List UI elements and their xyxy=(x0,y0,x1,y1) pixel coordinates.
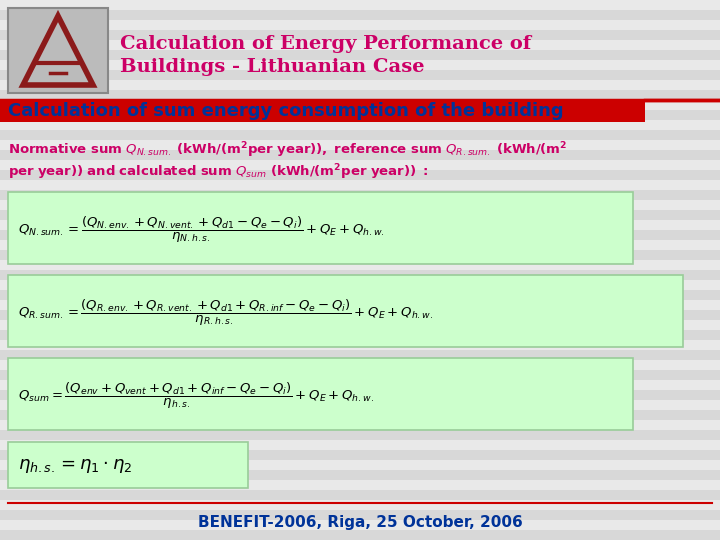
Bar xyxy=(0,440,720,450)
Text: BENEFIT-2006, Riga, 25 October, 2006: BENEFIT-2006, Riga, 25 October, 2006 xyxy=(197,515,523,530)
Bar xyxy=(0,420,720,430)
Bar xyxy=(0,380,720,390)
Bar xyxy=(0,300,720,310)
Bar xyxy=(0,360,720,370)
Text: $\eta_{h.s.}=\eta_1\cdot\eta_2$: $\eta_{h.s.}=\eta_1\cdot\eta_2$ xyxy=(18,457,132,475)
Text: $Q_{N.sum.}=\dfrac{(Q_{N.env.}+Q_{N.vent.}+Q_{d1}-Q_e-Q_i)}{\eta_{N.h.s.}}+Q_E+Q: $Q_{N.sum.}=\dfrac{(Q_{N.env.}+Q_{N.vent… xyxy=(18,215,384,245)
Bar xyxy=(8,442,248,488)
Bar xyxy=(0,500,720,510)
Bar xyxy=(0,240,720,250)
Text: $\bf{per\ year))\ and}$ $\bf{calculated\ sum}$ $Q_{sum}$ $\bf{(kWh/(m^2per\ year: $\bf{per\ year))\ and}$ $\bf{calculated\… xyxy=(8,162,428,181)
Bar xyxy=(0,260,720,270)
Bar xyxy=(0,220,720,230)
Bar xyxy=(0,80,720,90)
Bar xyxy=(0,40,720,50)
Text: $Q_{R.sum.}=\dfrac{(Q_{R.env.}+Q_{R.vent.}+Q_{d1}+Q_{R.inf}-Q_e-Q_i)}{\eta_{R.h.: $Q_{R.sum.}=\dfrac{(Q_{R.env.}+Q_{R.vent… xyxy=(18,298,433,328)
Text: $\bf{Normative\ sum}$ $Q_{N.sum.}$ $\bf{(kWh/(m^2per\ year)),}$$\bf{\ reference\: $\bf{Normative\ sum}$ $Q_{N.sum.}$ $\bf{… xyxy=(8,140,567,160)
Bar xyxy=(0,520,720,530)
Text: Calculation of Energy Performance of: Calculation of Energy Performance of xyxy=(120,35,531,53)
Bar xyxy=(0,100,720,110)
Bar xyxy=(8,8,108,93)
Bar xyxy=(8,192,633,264)
Bar xyxy=(0,340,720,350)
Bar xyxy=(0,320,720,330)
Bar xyxy=(0,100,645,122)
Bar xyxy=(0,200,720,210)
Bar xyxy=(0,180,720,190)
Bar xyxy=(0,60,720,70)
Bar xyxy=(0,0,720,10)
Bar xyxy=(0,460,720,470)
Bar xyxy=(0,480,720,490)
Bar xyxy=(0,120,720,130)
Bar xyxy=(0,140,720,150)
Bar xyxy=(0,400,720,410)
Bar xyxy=(0,280,720,290)
Text: Buildings - Lithuanian Case: Buildings - Lithuanian Case xyxy=(120,58,425,76)
Bar xyxy=(8,358,633,430)
Bar xyxy=(0,160,720,170)
Text: $Q_{sum}=\dfrac{(Q_{env}+Q_{vent}+Q_{d1}+Q_{inf}-Q_e-Q_i)}{\eta_{h.s.}}+Q_E+Q_{h: $Q_{sum}=\dfrac{(Q_{env}+Q_{vent}+Q_{d1}… xyxy=(18,381,374,411)
Bar xyxy=(8,275,683,347)
Bar xyxy=(0,20,720,30)
Text: Calculation of sum energy consumption of the building: Calculation of sum energy consumption of… xyxy=(8,102,564,120)
